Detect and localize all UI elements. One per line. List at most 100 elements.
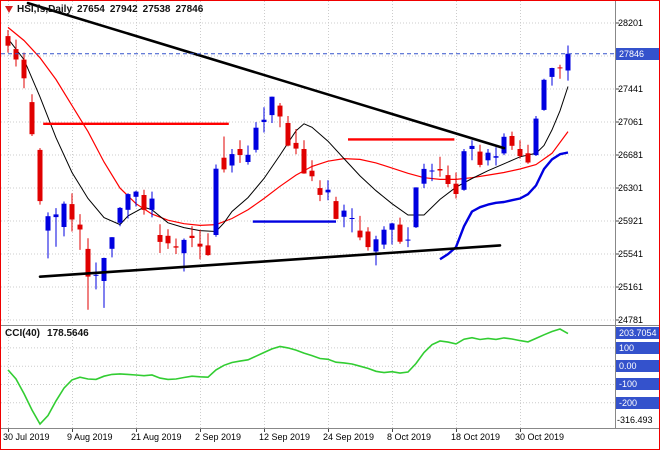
candle [277,103,283,128]
candle [517,140,523,159]
time-axis-label: 30 Jul 2019 [3,432,50,442]
ohlc-info-bar: HSI,fs,Daily 27654 27942 27538 27846 [5,4,203,15]
candle [557,64,563,79]
cci-line [7,328,569,426]
price-axis-label: 27061 [618,117,644,127]
candle [117,207,123,227]
candle [309,160,315,182]
candle [157,224,163,253]
oscillator-scale-max-tag: 203.7054 [616,327,659,339]
candle [333,196,339,220]
candle [541,78,547,111]
price-axis-label: 28201 [618,18,644,28]
low-value: 27538 [142,4,171,15]
cci-level-tag: -200 [616,397,659,409]
candle [341,204,347,228]
candle [205,233,211,256]
candle [189,226,195,248]
price-axis-label: 26301 [618,183,644,193]
candle [37,148,43,205]
cci-level-tag: 0.00 [616,360,659,372]
candle [365,227,371,251]
time-axis-label: 30 Oct 2019 [515,432,565,442]
candle [509,131,515,150]
candle [461,149,467,191]
candle [397,217,403,244]
candle [253,122,259,153]
candle [237,140,243,163]
candle [501,133,507,156]
candle [133,190,139,207]
candle [285,116,291,147]
grid-layer [1,1,614,428]
open-value: 27654 [77,4,105,15]
candle [413,187,419,228]
symbol-timeframe-label: HSI,fs,Daily [17,4,73,15]
candle [293,129,299,155]
candle [93,262,99,290]
candle [485,149,491,166]
high-value: 27942 [109,4,138,15]
candle [149,191,155,218]
candle [213,164,219,237]
price-axis-label: 26681 [618,150,644,160]
candle [197,229,203,260]
candle [381,226,387,249]
candle [477,144,483,168]
time-axis-label: 2 Sep 2019 [195,432,242,442]
candle [245,145,251,165]
candle [229,149,235,173]
candle [53,208,59,247]
indicator-name-label: CCI(40) [5,328,41,339]
candle [469,140,475,161]
time-axis-label: 9 Aug 2019 [67,432,113,442]
candle [301,140,307,174]
cci-level-tag: 100 [616,342,659,354]
current-price-tag: 27846 [616,48,659,60]
candle [429,163,435,182]
candle [349,208,355,233]
candle [101,257,107,308]
candle [549,67,555,86]
candle [29,94,35,136]
candle [125,193,131,219]
time-axis[interactable]: 30 Jul 2019 9 Aug 2019 21 Aug 2019 2 Sep 20… [1,429,659,449]
close-value: 27846 [175,4,204,15]
time-axis-label: 21 Aug 2019 [131,432,182,442]
candle [325,180,331,201]
candle [221,136,227,173]
candle [165,229,171,249]
price-axis-label: 25161 [618,282,644,292]
candle [61,201,67,237]
oscillator-scale-min-label: -316.493 [617,415,653,425]
candles-layer [5,30,571,310]
candle [421,163,427,189]
time-axis-label: 12 Sep 2019 [259,432,311,442]
candle [77,214,83,250]
candle [13,39,19,67]
price-axis[interactable]: 28201 27441 27061 26681 26301 25921 25541 25161… [615,1,659,428]
candle [437,156,443,177]
candle [109,237,115,258]
candle [261,107,267,133]
time-axis-label: 18 Oct 2019 [451,432,501,442]
candle [533,116,539,156]
candle [69,193,75,232]
support-resistance-layer [43,122,569,261]
time-axis-label: 24 Sep 2019 [323,432,375,442]
price-axis-label: 25541 [618,249,644,259]
candle [493,147,499,166]
trendlines-layer [26,1,506,279]
candle [445,165,451,188]
price-down-arrow-icon [5,6,13,13]
candle [565,45,571,81]
candle [405,227,411,248]
candle [453,172,459,199]
indicator-title: CCI(40) 178.5646 [5,328,89,339]
separators-layer [1,1,659,432]
candle [5,30,11,53]
candle [21,52,27,89]
candle [317,180,323,202]
